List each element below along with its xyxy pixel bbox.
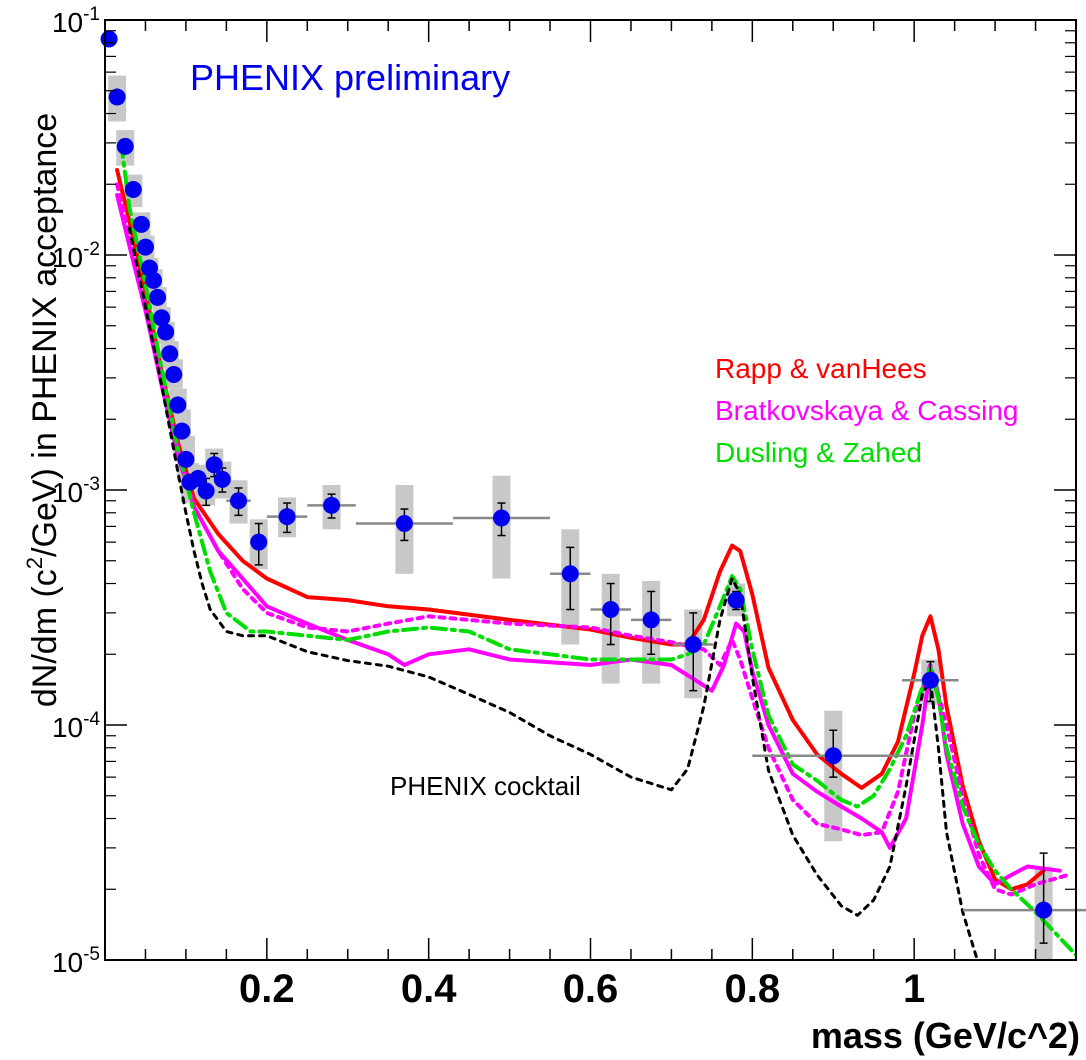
x-tick-label: 0.6 xyxy=(563,967,619,1011)
data-point xyxy=(177,450,195,468)
y-tick-base: 10 xyxy=(52,477,83,508)
legend: Rapp & vanHees Bratkovskaya & Cassing Du… xyxy=(715,353,1018,468)
data-point xyxy=(149,288,167,306)
data-point xyxy=(1035,901,1053,919)
y-axis-title-part2: /GeV) in PHENIX acceptance xyxy=(26,113,64,557)
legend-entry-rapp: Rapp & vanHees xyxy=(715,353,927,384)
data-point xyxy=(153,309,171,327)
data-point xyxy=(727,591,745,609)
data-points xyxy=(100,30,1053,919)
y-tick-base: 10 xyxy=(52,7,83,38)
curve-dusling-zahed xyxy=(119,140,1076,957)
annotation-cocktail: PHENIX cocktail xyxy=(390,771,581,801)
y-tick-label: 10-3 xyxy=(52,474,100,508)
data-point xyxy=(205,456,223,474)
y-tick-label: 10-5 xyxy=(52,944,100,978)
data-point xyxy=(157,323,175,341)
data-point xyxy=(642,611,660,629)
y-axis-title-sup: 2 xyxy=(22,557,47,569)
y-tick-exponent: -4 xyxy=(83,709,100,730)
y-tick-label: 10-2 xyxy=(52,239,100,273)
data-point xyxy=(278,508,296,526)
y-tick-base: 10 xyxy=(52,947,83,978)
legend-entry-dusling: Dusling & Zahed xyxy=(715,437,922,468)
y-tick-exponent: -5 xyxy=(83,944,100,965)
data-point xyxy=(169,396,187,414)
x-tick-label: 0.8 xyxy=(725,967,781,1011)
y-tick-base: 10 xyxy=(52,712,83,743)
y-axis-title-part1: dN/dm (c xyxy=(26,569,64,707)
data-point xyxy=(250,533,268,551)
data-point xyxy=(165,366,183,384)
curve-phenix-cocktail xyxy=(127,226,979,960)
data-point xyxy=(116,137,134,155)
curve-bratkovskaya-cassing-dotted- xyxy=(115,182,1070,897)
y-tick-base: 10 xyxy=(52,242,83,273)
axis-ticks: 0.2 0.4 0.6 0.8 110-110-210-310-410-5 xyxy=(52,4,1076,1011)
plot-frame xyxy=(104,19,1077,961)
model-curves xyxy=(115,140,1076,960)
data-point xyxy=(684,636,702,654)
data-point xyxy=(145,271,163,289)
y-tick-label: 10-4 xyxy=(52,709,100,743)
data-point xyxy=(124,180,142,198)
data-point xyxy=(492,509,510,527)
legend-entry-bratkovskaya: Bratkovskaya & Cassing xyxy=(715,395,1018,426)
y-tick-label: 10-1 xyxy=(52,4,100,38)
data-point xyxy=(602,601,620,619)
data-point xyxy=(395,515,413,533)
x-tick-label: 0.4 xyxy=(401,967,457,1011)
y-tick-exponent: -1 xyxy=(83,4,100,25)
data-point xyxy=(213,470,231,488)
data-point xyxy=(161,345,179,363)
chart-title: PHENIX preliminary xyxy=(190,57,510,98)
data-point xyxy=(132,215,150,233)
data-point xyxy=(197,482,215,500)
data-point xyxy=(108,88,126,106)
y-tick-exponent: -3 xyxy=(83,474,100,495)
data-point xyxy=(824,747,842,765)
data-point xyxy=(136,238,154,256)
x-axis-title: mass (GeV/c^2) xyxy=(811,1015,1080,1056)
y-axis-title: dN/dm (c2/GeV) in PHENIX acceptance xyxy=(22,113,64,707)
data-point xyxy=(173,422,191,440)
x-tick-label: 0.2 xyxy=(239,967,295,1011)
data-point xyxy=(921,671,939,689)
y-tick-exponent: -2 xyxy=(83,239,100,260)
data-point xyxy=(230,492,248,510)
curve-rapp-vanhees xyxy=(115,168,1046,892)
data-point xyxy=(100,30,118,48)
data-point xyxy=(189,469,207,487)
x-tick-label: 1 xyxy=(903,967,925,1011)
data-point xyxy=(561,565,579,583)
data-point xyxy=(323,496,341,514)
